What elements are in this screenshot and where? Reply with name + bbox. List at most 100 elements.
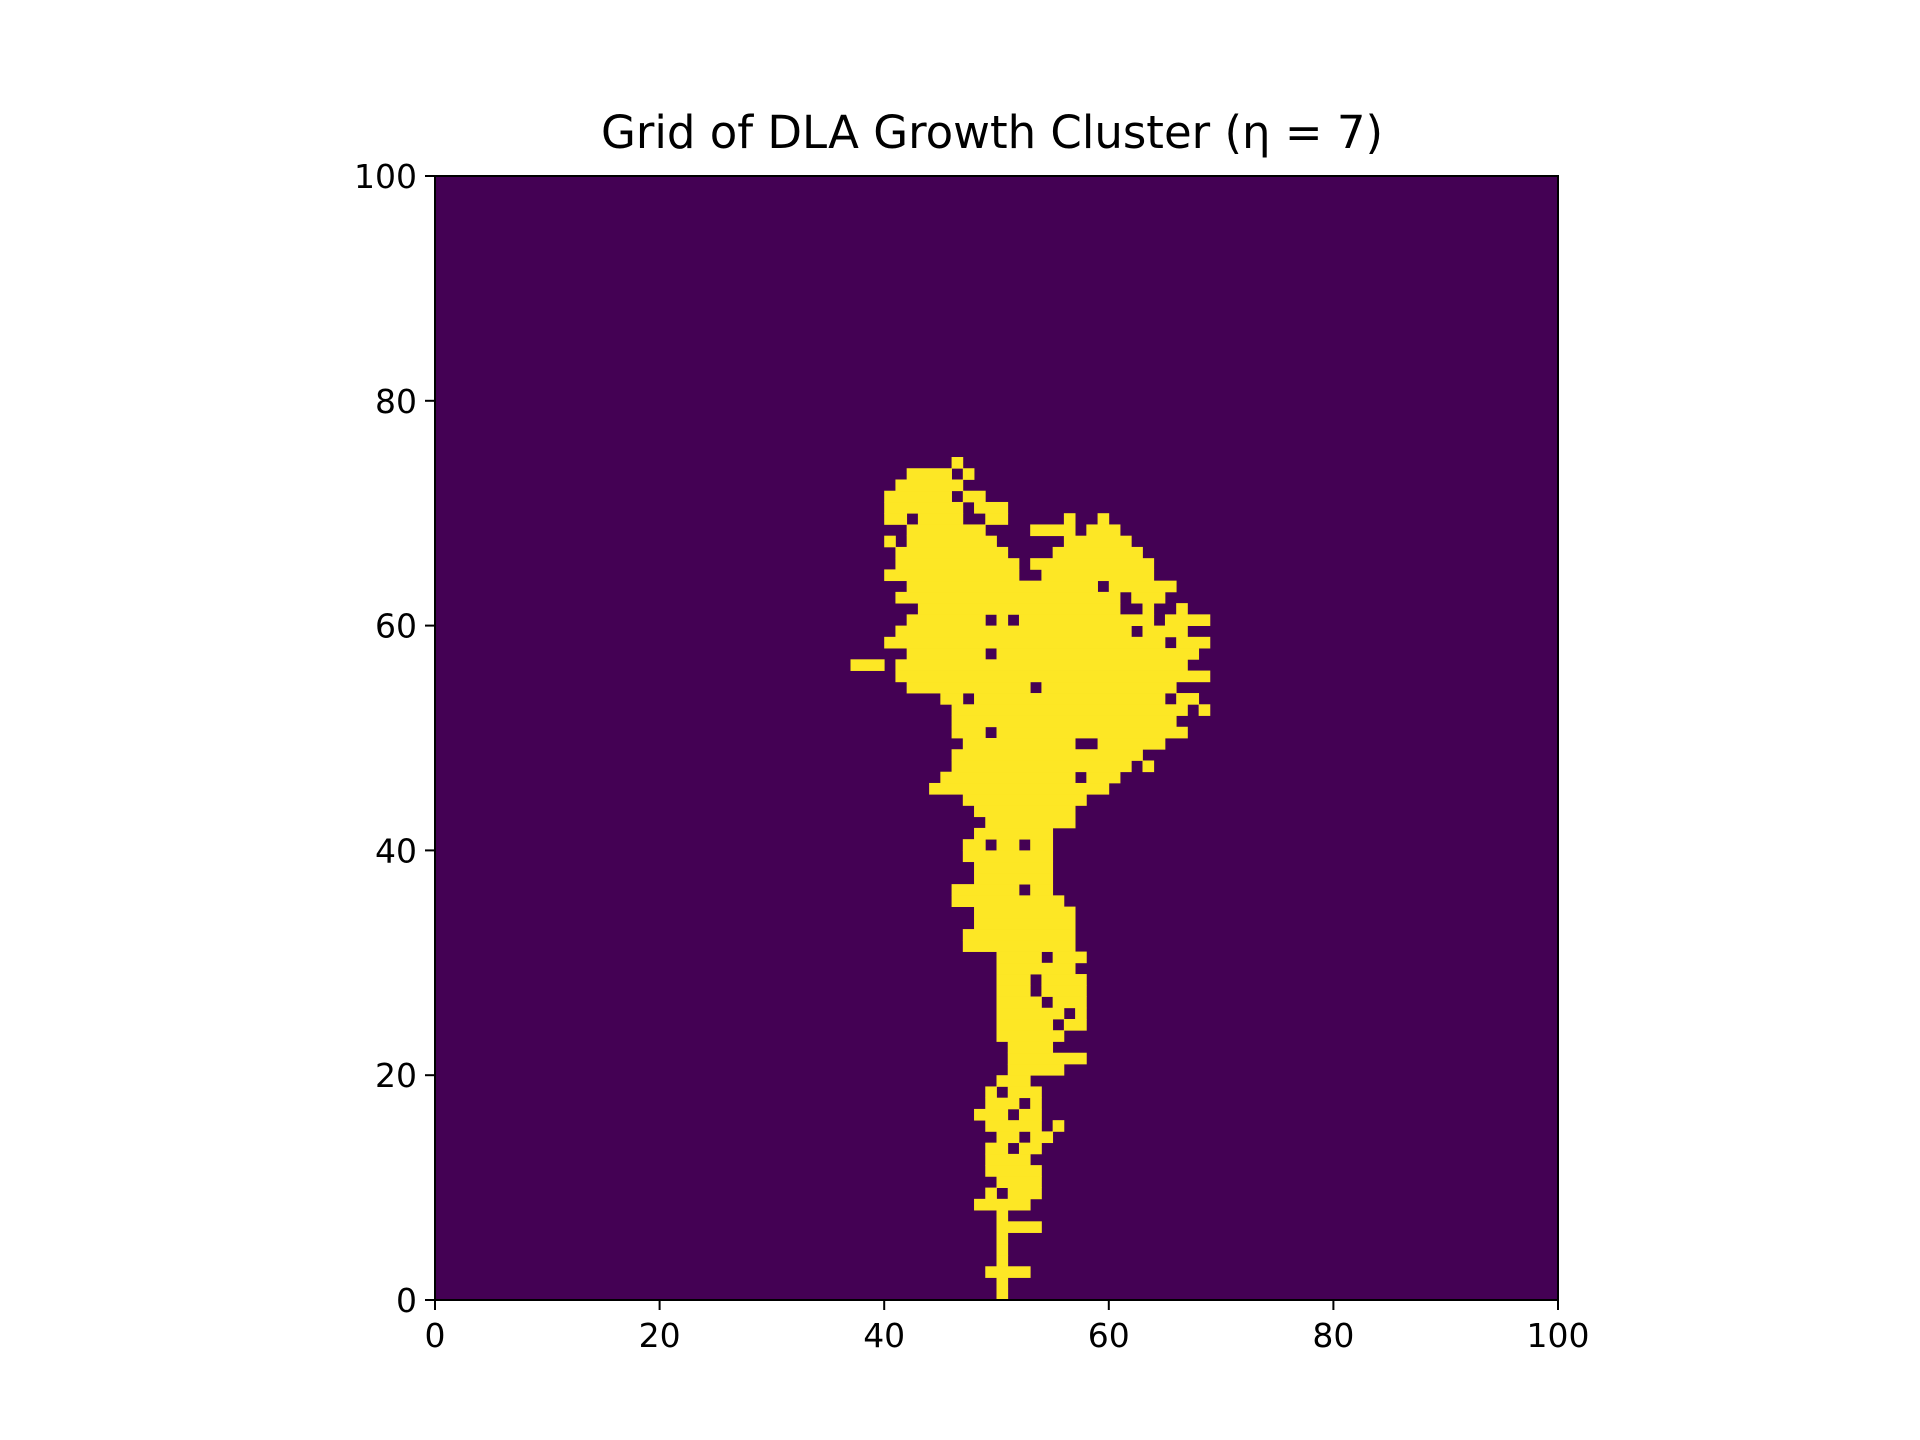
occupied-cell-run	[1041, 569, 1155, 582]
occupied-cell-run	[962, 940, 1076, 952]
occupied-cell-run	[1131, 591, 1166, 604]
occupied-cell-run	[996, 839, 1020, 851]
occupied-cell-run	[974, 917, 1076, 930]
y-tick-label: 40	[375, 831, 417, 870]
occupied-cell-run	[985, 1165, 1042, 1177]
occupied-cell-run	[996, 1019, 1054, 1031]
occupied-cell-run	[1030, 558, 1155, 570]
occupied-cell-run	[1007, 1041, 1054, 1054]
occupied-cell-run	[996, 996, 1042, 1009]
occupied-cell-run	[1030, 1131, 1054, 1144]
occupied-cell-run	[996, 962, 1076, 975]
y-axis: 0 20 40 60 80 100	[354, 157, 435, 1320]
occupied-cell-run	[996, 726, 1188, 739]
occupied-cell-run	[906, 524, 986, 537]
occupied-cell-run	[1164, 614, 1211, 626]
occupied-cell-run	[1030, 1097, 1042, 1110]
occupied-cell-run	[850, 659, 885, 671]
occupied-cell-run	[974, 1108, 1009, 1121]
occupied-cell-run	[906, 614, 986, 626]
occupied-cell-run	[996, 1277, 1009, 1290]
occupied-cell-run	[962, 929, 1076, 941]
occupied-cell-run	[1063, 535, 1132, 548]
occupied-cell-run	[996, 985, 1031, 997]
occupied-cell-run	[1063, 1019, 1087, 1031]
occupied-cell-run	[962, 738, 1076, 750]
x-tick-label: 60	[1088, 1316, 1130, 1355]
occupied-cell-run	[996, 974, 1031, 986]
occupied-cell-run	[917, 513, 964, 525]
occupied-cell-run	[1176, 603, 1188, 615]
occupied-cell-run	[1142, 625, 1188, 638]
occupied-cell-run	[951, 749, 1143, 761]
occupied-cell-run	[985, 1120, 1042, 1132]
occupied-cell-run	[962, 839, 986, 851]
occupied-cell-run	[951, 760, 1132, 773]
occupied-cell-run	[940, 771, 1076, 784]
occupied-cell-run	[996, 1255, 1009, 1267]
occupied-cell-run	[895, 625, 1132, 638]
occupied-cell-run	[974, 1198, 1031, 1211]
occupied-cell-run	[996, 1131, 1020, 1144]
occupied-cell-run	[1052, 1120, 1065, 1132]
y-tick-label: 100	[354, 157, 417, 196]
occupied-cell-run	[974, 906, 1076, 919]
occupied-cell-run	[1176, 693, 1200, 705]
occupied-cell-run	[996, 1210, 1009, 1222]
occupied-cell-run	[996, 1007, 1065, 1020]
occupied-cell-run	[1041, 974, 1087, 986]
occupied-cell-run	[1097, 738, 1166, 750]
occupied-cell-run	[985, 1142, 1009, 1155]
occupied-cell-run	[917, 603, 1121, 615]
occupied-cell-run	[895, 670, 1211, 683]
x-tick-label: 80	[1312, 1316, 1354, 1355]
occupied-cell-run	[906, 535, 997, 548]
occupied-cell-run	[1063, 513, 1076, 525]
occupied-cell-run	[996, 614, 1009, 626]
occupied-cell-run	[1030, 839, 1054, 851]
occupied-cell-run	[1198, 704, 1211, 716]
occupied-cell-run	[1018, 1108, 1042, 1121]
occupied-cell-run	[996, 1075, 1031, 1087]
x-tick-label: 0	[425, 1316, 446, 1355]
y-tick-label: 0	[396, 1281, 417, 1320]
occupied-cell-run	[962, 490, 986, 503]
occupied-cell-run	[1086, 524, 1121, 537]
occupied-cell-run	[974, 805, 1076, 818]
occupied-cell-run	[974, 861, 1054, 874]
occupied-cell-run	[996, 648, 1200, 660]
occupied-cell-run	[895, 659, 1188, 671]
plot-frame	[434, 175, 1559, 1301]
occupied-cell-run	[974, 872, 1054, 885]
occupied-cell-run	[884, 569, 1020, 582]
occupied-cell-run	[884, 535, 896, 548]
x-axis: 0 20 40 60 80 100	[425, 1300, 1590, 1355]
occupied-cell-run	[1142, 760, 1155, 773]
occupied-cell-run	[951, 884, 1020, 896]
occupied-cell-run	[996, 1221, 1042, 1233]
occupied-cell-run	[962, 794, 1087, 806]
occupied-cell-run	[1052, 951, 1087, 964]
occupied-cell-run	[996, 1243, 1009, 1256]
occupied-cell-run	[996, 1288, 1009, 1301]
occupied-cell-run	[1142, 603, 1155, 615]
occupied-cell-run	[985, 1097, 1020, 1110]
occupied-cell-run	[985, 513, 1009, 525]
occupied-cell-run	[1018, 614, 1155, 626]
occupied-cell-run	[951, 704, 1188, 716]
occupied-cell-run	[1041, 985, 1087, 997]
occupied-cell-run	[940, 693, 964, 705]
occupied-cell-run	[1007, 1187, 1042, 1200]
occupied-cell-run	[1030, 524, 1076, 537]
y-tick-label: 20	[375, 1056, 417, 1095]
occupied-cell-run	[985, 1187, 997, 1200]
occupied-cell-run	[884, 513, 908, 525]
occupied-cell-run	[951, 457, 964, 469]
occupied-cell-run	[1086, 771, 1121, 784]
occupied-cell-run	[996, 951, 1042, 964]
occupied-cell-run	[985, 816, 1076, 829]
occupied-cell-run	[974, 693, 1166, 705]
occupied-cell-run	[884, 636, 1166, 649]
occupied-cell-run	[1041, 681, 1177, 694]
